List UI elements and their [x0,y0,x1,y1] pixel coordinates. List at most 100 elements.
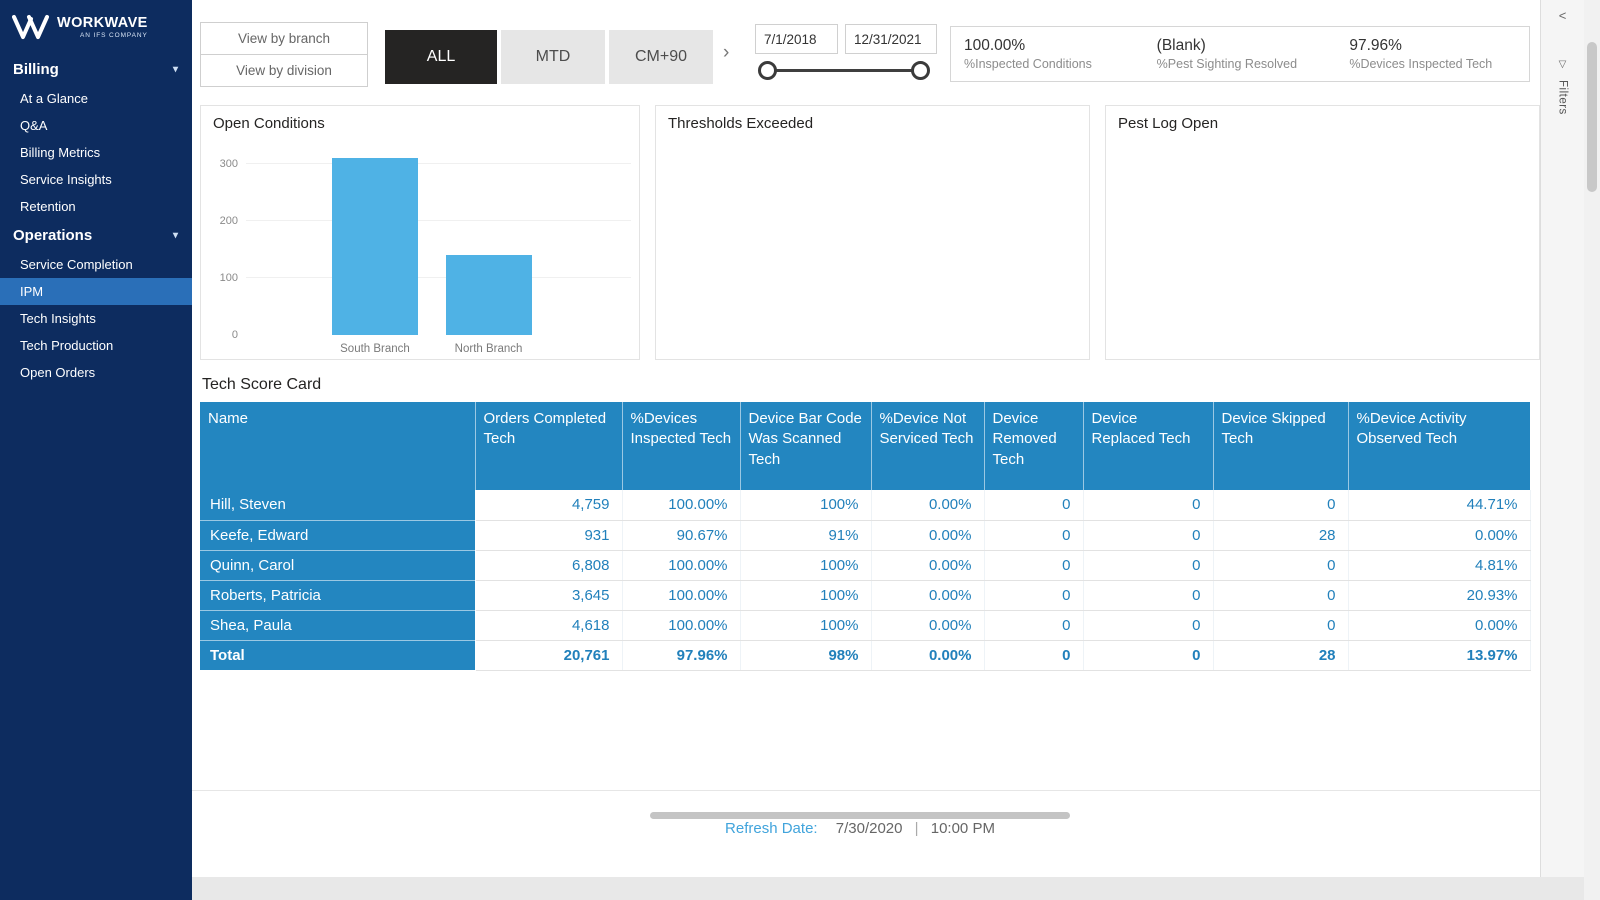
open-conditions-plot: 0 100 200 300 South Branch North Branch [220,158,631,355]
column-header-device-activity-observed-tech[interactable]: %Device Activity Observed Tech [1348,402,1531,490]
column-header-device-skipped-tech[interactable]: Device Skipped Tech [1213,402,1349,490]
value-cell: 0 [1083,520,1214,551]
value-cell: 4,759 [475,490,623,521]
name-cell: Keefe, Edward [200,520,476,551]
value-cell: 0.00% [871,550,985,581]
date-start-input[interactable] [755,24,838,54]
kpi-label: %Pest Sighting Resolved [1156,57,1298,71]
sidebar: WORKWAVE AN IFS COMPANY Billing ▾ At a Gla… [0,0,192,900]
workwave-logo: WORKWAVE AN IFS COMPANY [0,0,192,54]
sidebar-section-billing[interactable]: Billing ▾ [0,54,192,85]
pest-log-open-title: Pest Log Open [1118,115,1219,132]
open-conditions-panel: Open Conditions 0 100 200 300 South Branch No… [200,105,640,360]
value-cell: 0 [1213,550,1349,581]
slider-handle-end[interactable] [911,61,930,80]
total-value-cell: 97.96% [622,639,741,671]
kpi-label: %Devices Inspected Tech [1349,57,1493,71]
sidebar-item-service-completion[interactable]: Service Completion [20,257,133,272]
next-chevron-icon[interactable]: › [723,42,730,63]
table-row-roberts-patricia[interactable]: Roberts, Patricia 3,645 100.00% 100% 0.00% 0 0… [200,580,1531,611]
section-label: Operations [13,227,93,244]
value-cell: 0 [984,610,1084,641]
open-conditions-title: Open Conditions [213,115,325,132]
table-total-row: Total 20,761 97.96% 98% 0.00% 0 0 28 13.97% [200,639,1531,671]
value-cell: 100.00% [622,610,741,641]
value-cell: 4,618 [475,610,623,641]
name-cell: Shea, Paula [200,610,476,641]
sidebar-item-billing-metrics[interactable]: Billing Metrics [20,145,101,160]
value-cell: 3,645 [475,580,623,611]
sidebar-item-q-a[interactable]: Q&A [20,118,48,133]
table-row-quinn-carol[interactable]: Quinn, Carol 6,808 100.00% 100% 0.00% 0 0 0 4.81… [200,550,1531,581]
date-end-input[interactable] [845,24,937,54]
bar-north-branch[interactable] [445,255,532,335]
x-axis-category-label: South Branch [340,343,410,355]
table-body: Hill, Steven 4,759 100.00% 100% 0.00% 0 0 0 44.7… [200,490,1531,671]
horizontal-scrollbar[interactable] [650,812,1070,819]
vertical-scrollbar-thumb[interactable] [1587,42,1597,192]
value-cell: 44.71% [1348,490,1531,521]
total-value-cell: 0 [1083,639,1214,671]
period-button-cm90[interactable]: CM+90 [609,30,713,84]
view-by-branch-button[interactable]: View by branch [200,22,368,55]
column-header-device-not-serviced-tech[interactable]: %Device Not Serviced Tech [871,402,985,490]
column-header-devices-inspected-tech[interactable]: %Devices Inspected Tech [622,402,741,490]
y-axis-tick-label: 300 [219,157,238,170]
bottom-band [192,877,1600,900]
column-header-name[interactable]: Name [200,402,476,490]
column-header-device-removed-tech[interactable]: Device Removed Tech [984,402,1084,490]
tech-score-table: Name Orders Completed Tech %Devices Inspec… [200,402,1531,671]
column-header-device-replaced-tech[interactable]: Device Replaced Tech [1083,402,1214,490]
value-cell: 0 [1213,610,1349,641]
value-cell: 90.67% [622,520,741,551]
brand-name: WORKWAVE [57,15,148,31]
name-cell: Quinn, Carol [200,550,476,581]
table-row-hill-steven[interactable]: Hill, Steven 4,759 100.00% 100% 0.00% 0 0 0 44.7… [200,490,1531,521]
workwave-w-icon [12,14,50,40]
value-cell: 28 [1213,520,1349,551]
period-button-mtd[interactable]: MTD [501,30,605,84]
kpi-devices-inspected-tech: 97.96% %Devices Inspected Tech [1336,37,1529,71]
gridline-100 [246,276,631,278]
pest-log-open-panel: Pest Log Open [1105,105,1540,360]
value-cell: 0 [1083,490,1214,521]
column-header-orders-completed-tech[interactable]: Orders Completed Tech [475,402,623,490]
kpi-inspected-conditions: 100.00% %Inspected Conditions [951,37,1144,71]
sidebar-item-at-a-glance[interactable]: At a Glance [20,91,88,106]
table-row-keefe-edward[interactable]: Keefe, Edward 931 90.67% 91% 0.00% 0 0 28 0.00% [200,520,1531,551]
sidebar-item-tech-insights[interactable]: Tech Insights [20,311,96,326]
refresh-time-value: 10:00 PM [930,820,995,837]
collapse-filters-icon[interactable]: < [1558,8,1567,23]
vertical-scrollbar[interactable] [1584,0,1600,900]
sidebar-item-tech-production[interactable]: Tech Production [20,338,114,353]
view-by-division-button[interactable]: View by division [200,54,368,87]
value-cell: 100% [740,610,872,641]
refresh-separator: | [914,820,919,837]
filters-rail-label: Filters [1556,80,1569,115]
total-value-cell: 13.97% [1348,639,1531,671]
thresholds-exceeded-title: Thresholds Exceeded [668,115,814,132]
value-cell: 0.00% [871,490,985,521]
gridline-200 [246,219,631,221]
value-cell: 0 [984,580,1084,611]
bar-south-branch[interactable] [331,158,418,335]
sidebar-item-ipm[interactable]: IPM [0,278,192,305]
column-header-device-bar-code-was-scanned-tech[interactable]: Device Bar Code Was Scanned Tech [740,402,872,490]
sidebar-item-service-insights[interactable]: Service Insights [20,172,112,187]
table-header-row: Name Orders Completed Tech %Devices Inspec… [200,402,1531,490]
value-cell: 91% [740,520,872,551]
value-cell: 0.00% [1348,610,1531,641]
value-cell: 0 [984,520,1084,551]
table-row-shea-paula[interactable]: Shea, Paula 4,618 100.00% 100% 0.00% 0 0 0 0.00% [200,610,1531,641]
sidebar-item-retention[interactable]: Retention [20,199,76,214]
period-button-all[interactable]: ALL [385,30,497,84]
sidebar-nav: Billing ▾ At a Glance Q&A Billing Metrics Ser… [0,54,192,386]
slider-track[interactable] [767,69,921,72]
date-range-inputs [755,24,937,54]
kpi-value: (Blank) [1156,37,1206,54]
sidebar-item-open-orders[interactable]: Open Orders [20,365,96,380]
slider-handle-start[interactable] [758,61,777,80]
total-label-cell: Total [200,640,476,671]
value-cell: 0.00% [1348,520,1531,551]
sidebar-section-operations[interactable]: Operations ▾ [0,220,192,251]
